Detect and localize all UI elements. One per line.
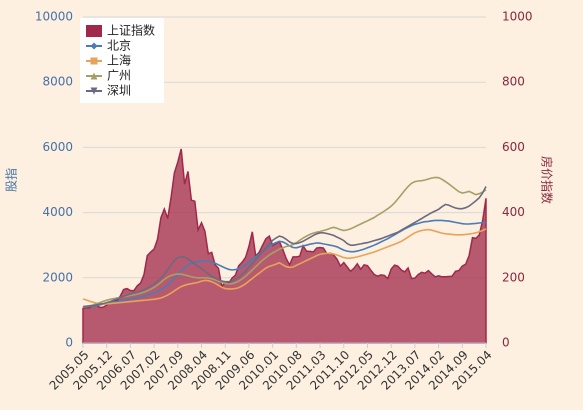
y2-tick-label: 600 (502, 140, 525, 154)
y2-tick-label: 200 (502, 270, 525, 284)
line (82, 186, 487, 308)
y2-tick-label: 0 (502, 336, 510, 350)
legend-marker (90, 87, 98, 95)
legend-marker (90, 42, 98, 50)
y-tick-label: 2000 (42, 270, 73, 284)
y2-tick-label: 800 (502, 75, 525, 89)
y-tick-label: 4000 (42, 205, 73, 219)
y-axis-title: 股指 (4, 168, 19, 192)
line (82, 228, 487, 306)
legend-label: 深圳 (107, 84, 131, 98)
y-tick-label: 8000 (42, 75, 73, 89)
legend-swatch (86, 25, 102, 37)
y2-tick-label: 400 (502, 205, 525, 219)
legend-label: 上证指数 (107, 23, 155, 38)
y2-tick-label: 1000 (502, 10, 533, 24)
legend-marker (90, 72, 98, 80)
legend-marker (90, 57, 98, 65)
area (82, 148, 487, 344)
y-tick-label: 0 (65, 336, 73, 350)
y-tick-label: 10000 (35, 10, 73, 24)
legend-label: 上海 (107, 53, 131, 68)
legend-label: 广州 (107, 69, 131, 83)
y-tick-label: 6000 (42, 140, 73, 154)
line (82, 219, 487, 308)
legend-label: 北京 (107, 39, 131, 53)
line (82, 176, 487, 308)
y2-axis-title: 房价指数 (540, 156, 555, 204)
